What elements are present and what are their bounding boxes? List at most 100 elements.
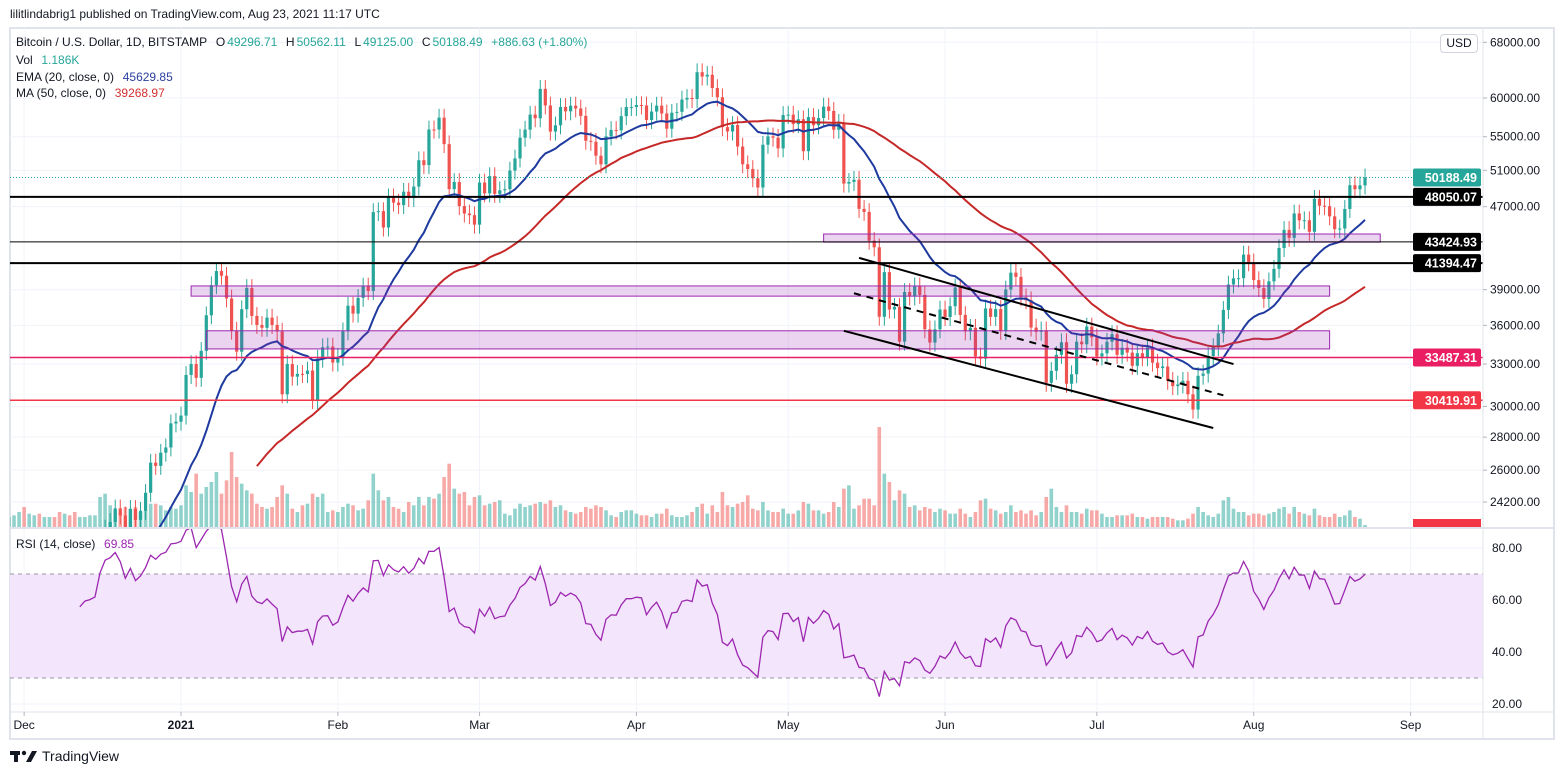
- candle-body: [402, 191, 406, 206]
- volume-bar: [1241, 512, 1246, 527]
- volume-bar: [1034, 515, 1038, 527]
- trend-line[interactable]: [843, 329, 1214, 429]
- volume-bar: [260, 507, 264, 527]
- candle: [791, 105, 795, 134]
- support-resistance-zone[interactable]: [823, 233, 1381, 243]
- time-label: Aug: [1243, 718, 1264, 732]
- volume-legend[interactable]: Vol 1.186K: [16, 53, 81, 67]
- ma-legend[interactable]: MA (50, close, 0) 39268.97: [16, 86, 167, 100]
- candle: [361, 277, 365, 307]
- candle-body: [331, 346, 335, 363]
- candle: [842, 113, 846, 193]
- time-axis[interactable]: Dec 2021 Feb Mar Apr May Jun Jul Aug Sep: [13, 712, 1422, 732]
- candle-body: [563, 106, 568, 112]
- volume-bar: [1231, 508, 1236, 527]
- candle: [1292, 204, 1296, 247]
- price-badge[interactable]: 50188.49: [1413, 168, 1481, 187]
- candle: [235, 321, 239, 361]
- rsi-pane: [10, 529, 1483, 697]
- candle-body: [422, 160, 426, 166]
- candle: [351, 296, 355, 323]
- candle-body: [1181, 380, 1185, 385]
- price-badge[interactable]: 41394.47: [1413, 254, 1481, 273]
- candle: [1120, 338, 1124, 364]
- volume-bar: [27, 513, 31, 527]
- currency-badge[interactable]: USD: [1440, 34, 1478, 53]
- candle-body: [589, 140, 593, 142]
- volume-bar: [649, 517, 654, 527]
- rsi-legend[interactable]: RSI (14, close) 69.85: [16, 537, 136, 551]
- volume-bar: [958, 508, 963, 527]
- candle: [169, 414, 173, 457]
- volume-bar: [255, 503, 259, 527]
- price-badge[interactable]: 33487.31: [1413, 348, 1481, 367]
- support-resistance-zone[interactable]: [190, 285, 1331, 297]
- candle-body: [1211, 347, 1215, 357]
- candle: [1221, 301, 1225, 343]
- trend-line[interactable]: [858, 256, 1234, 365]
- footer-logo[interactable]: TradingView: [10, 748, 119, 764]
- volume-bar: [1317, 515, 1322, 527]
- price-badge[interactable]: 30419.91: [1413, 391, 1481, 410]
- candle: [690, 89, 694, 109]
- candle: [1171, 371, 1175, 396]
- candle: [133, 500, 138, 527]
- candle: [270, 308, 274, 334]
- candle-body: [300, 373, 305, 375]
- volume-bar: [447, 463, 451, 527]
- candle: [128, 500, 132, 527]
- ema-legend[interactable]: EMA (20, close, 0) 45629.85: [16, 70, 175, 84]
- volume-bar: [1297, 512, 1302, 527]
- price-tick-label: 55000.00: [1490, 130, 1540, 144]
- volume-bar: [244, 490, 249, 527]
- candle: [467, 204, 472, 225]
- symbol-title[interactable]: Bitcoin / U.S. Dollar, 1D, BITSTAMP: [16, 35, 208, 49]
- candle: [447, 135, 451, 199]
- price-tick-label: 51000.00: [1490, 163, 1540, 177]
- candle-body: [427, 129, 431, 166]
- volume-bar: [1019, 510, 1023, 527]
- price-badge[interactable]: 43424.93: [1413, 232, 1481, 251]
- volume-bar: [437, 493, 441, 527]
- volume-bar: [300, 505, 305, 527]
- candle-body: [1120, 347, 1124, 355]
- candle-body: [189, 364, 193, 375]
- support-resistance-zone[interactable]: [205, 330, 1331, 350]
- volume-bar: [336, 512, 340, 527]
- time-label: Dec: [13, 718, 34, 732]
- candle-body: [801, 119, 805, 152]
- candle: [897, 297, 902, 351]
- candle: [402, 182, 406, 215]
- candle: [214, 262, 219, 295]
- volume-bar: [320, 493, 325, 527]
- candle: [184, 366, 188, 425]
- volume-bar: [67, 515, 72, 527]
- price-axis[interactable]: 68000.00 60000.00 55000.00 51000.00 47000.00…: [1483, 35, 1540, 711]
- volume-bar: [1059, 512, 1064, 527]
- candle: [391, 188, 396, 212]
- candle: [806, 108, 811, 161]
- candle-body: [336, 356, 340, 363]
- ema-value: 45629.85: [122, 70, 173, 84]
- candle: [336, 348, 340, 372]
- volume-bar: [508, 515, 512, 527]
- volume-bar: [1120, 515, 1124, 527]
- price-tick-label: 39000.00: [1490, 283, 1540, 297]
- candle: [1161, 357, 1165, 378]
- volume-bar: [528, 505, 532, 527]
- candle-body: [371, 212, 375, 292]
- candle: [194, 355, 198, 387]
- candle-body: [771, 136, 775, 138]
- candle: [629, 98, 633, 117]
- volume-bar: [766, 510, 770, 527]
- price-badge[interactable]: 48050.07: [1413, 187, 1481, 206]
- candle-body: [1363, 177, 1367, 186]
- candle: [1176, 375, 1180, 396]
- candle-body: [872, 240, 876, 248]
- volume-bar: [1181, 520, 1185, 527]
- volume-bar: [62, 513, 67, 527]
- candle-body: [1034, 327, 1038, 332]
- candle-body: [250, 287, 254, 316]
- candle: [1297, 204, 1301, 230]
